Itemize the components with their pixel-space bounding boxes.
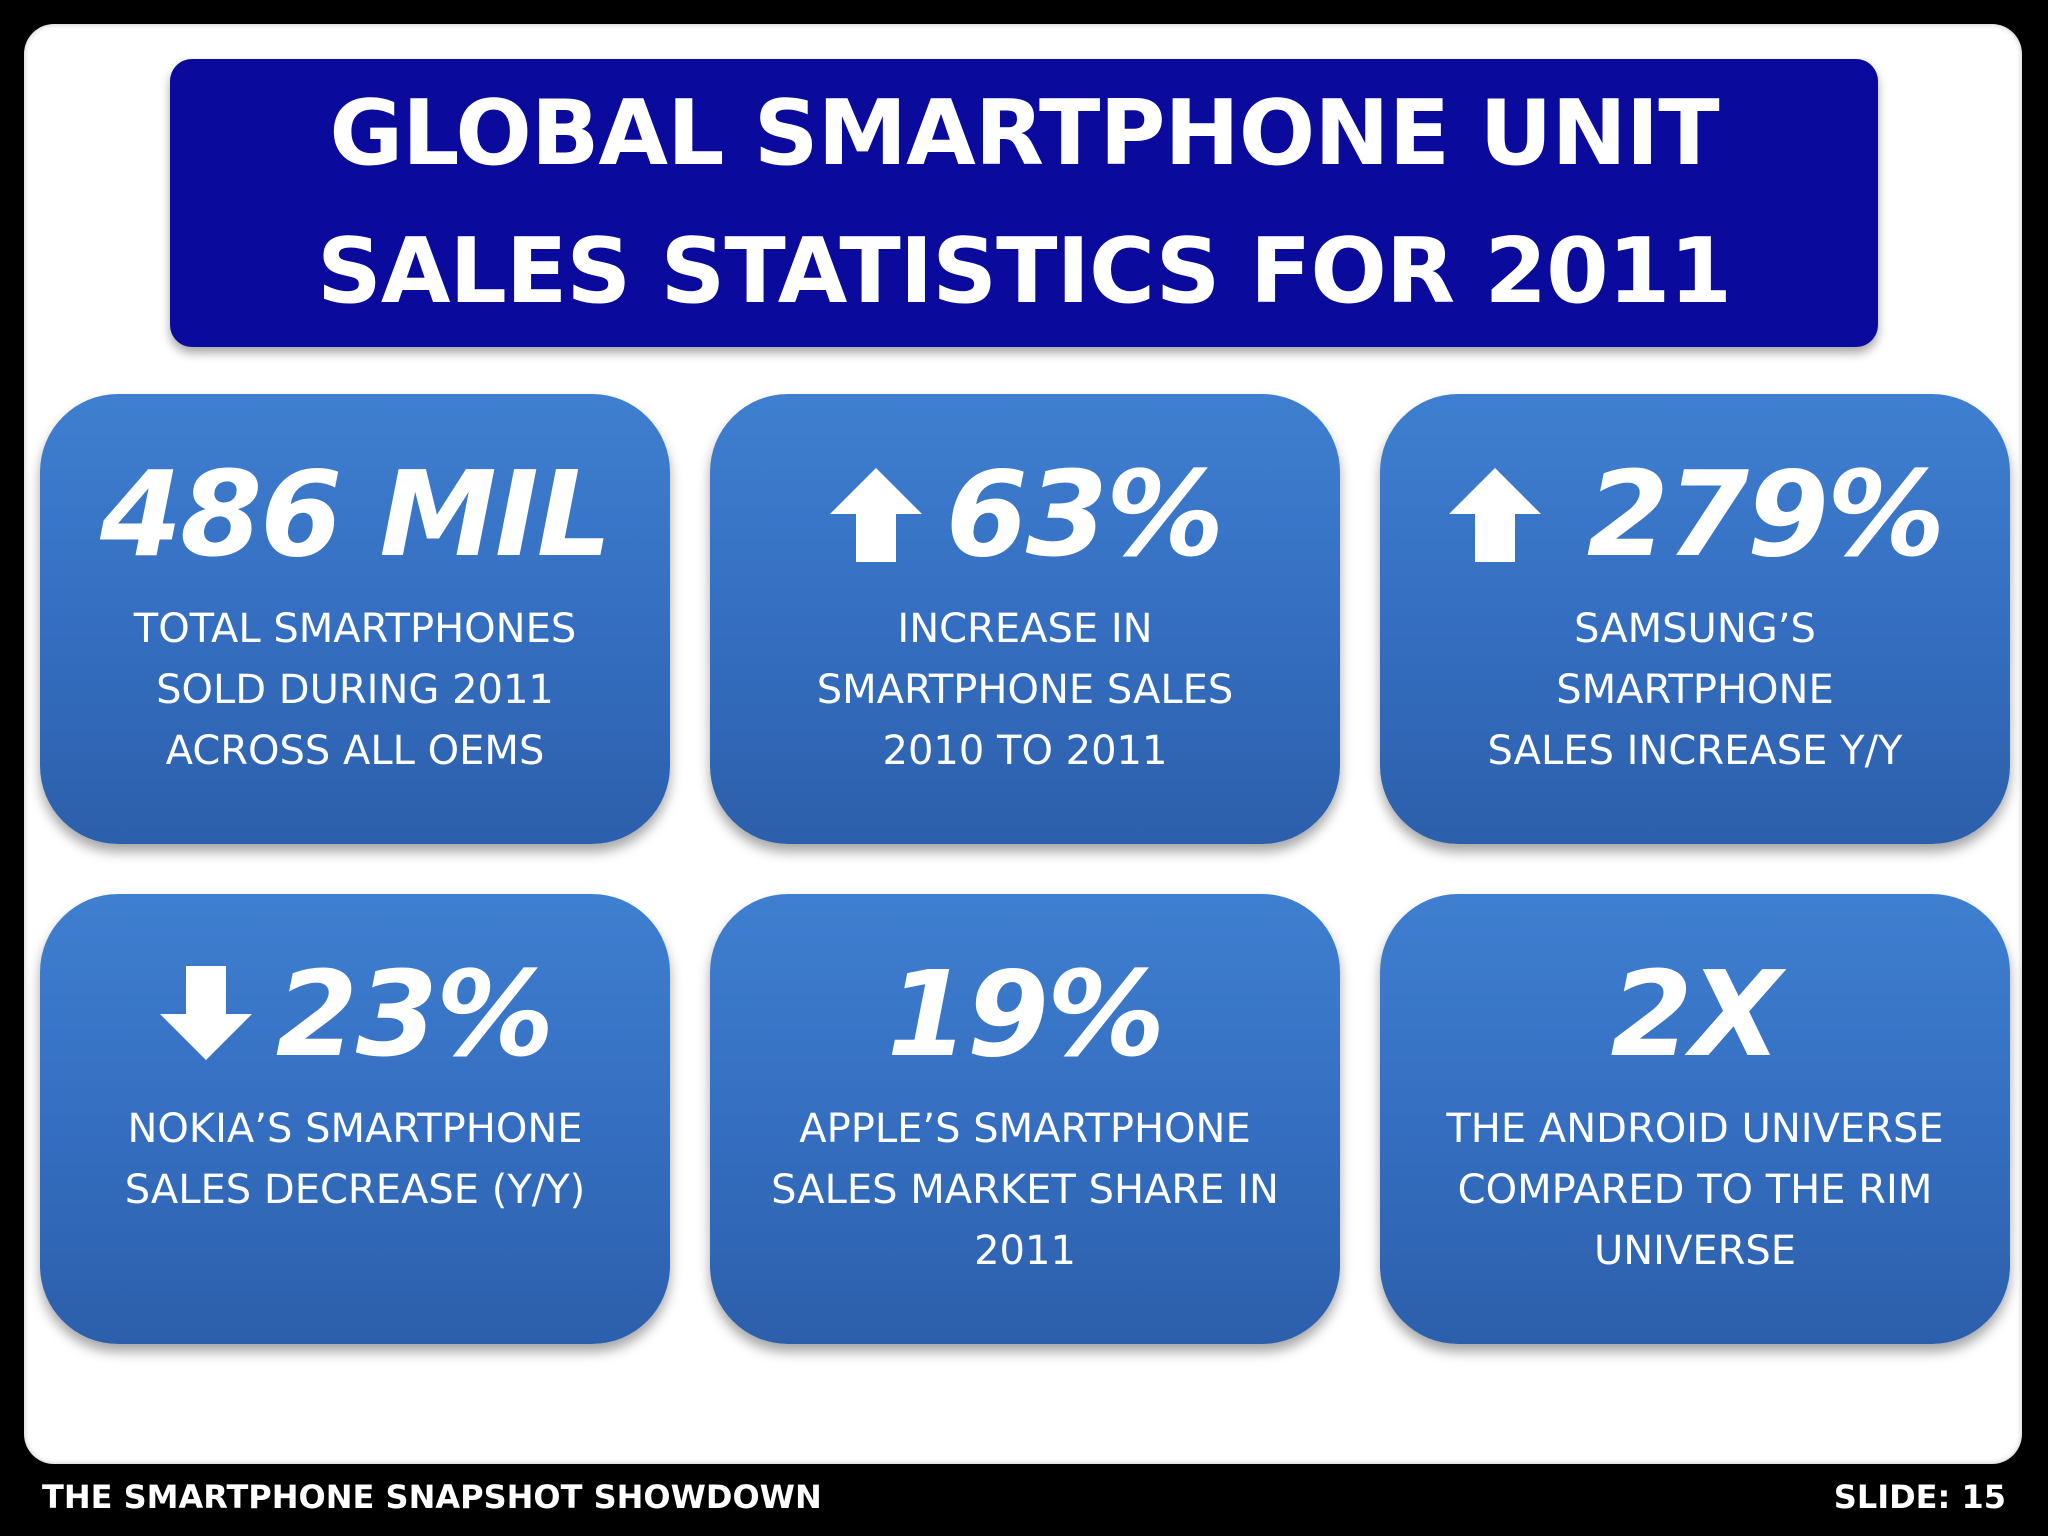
stat-description-line: 2010 TO 2011 <box>882 728 1168 774</box>
arrow-up-icon <box>828 464 924 564</box>
stat-card-nokia: 23% NOKIA’S SMARTPHONE SALES DECREASE (Y… <box>40 894 670 1344</box>
stat-card-sales-increase: 63% INCREASE IN SMARTPHONE SALES 2010 TO… <box>710 394 1340 844</box>
stat-description: APPLE’S SMARTPHONE SALES MARKET SHARE IN… <box>730 1099 1320 1282</box>
stat-description: INCREASE IN SMARTPHONE SALES 2010 TO 201… <box>730 599 1320 782</box>
stat-description-line: APPLE’S SMARTPHONE <box>799 1106 1251 1152</box>
stat-value: 19% <box>710 945 1340 1083</box>
title-line-2: SALES STATISTICS FOR 2011 <box>317 219 1732 324</box>
stat-description-line: UNIVERSE <box>1593 1228 1797 1274</box>
stat-value-text: 2X <box>1610 945 1781 1083</box>
stat-description-line: SAMSUNG’S <box>1574 606 1816 652</box>
stat-value: 63% <box>710 445 1340 583</box>
stat-description-line: 2011 <box>974 1228 1076 1274</box>
stat-card-android: 2X THE ANDROID UNIVERSE COMPARED TO THE … <box>1380 894 2010 1344</box>
stat-description: TOTAL SMARTPHONES SOLD DURING 2011 ACROS… <box>60 599 650 782</box>
stat-value: 279% <box>1380 445 2010 583</box>
stat-value-text: 23% <box>275 945 554 1083</box>
stat-value-text: 63% <box>945 445 1224 583</box>
stat-description-line: THE ANDROID UNIVERSE <box>1446 1106 1944 1152</box>
title-banner: GLOBAL SMARTPHONE UNIT SALES STATISTICS … <box>170 59 1878 347</box>
arrow-down-icon <box>158 964 254 1064</box>
stat-description: THE ANDROID UNIVERSE COMPARED TO THE RIM… <box>1400 1099 1990 1282</box>
arrow-up-icon <box>1447 464 1543 564</box>
stat-description-line: SMARTPHONE SALES <box>816 667 1234 713</box>
stat-card-apple: 19% APPLE’S SMARTPHONE SALES MARKET SHAR… <box>710 894 1340 1344</box>
footer-bar: THE SMARTPHONE SNAPSHOT SHOWDOWN SLIDE: … <box>0 1464 2048 1536</box>
stat-description-line: SMARTPHONE <box>1556 667 1834 713</box>
stat-value: 486 MIL <box>40 445 670 583</box>
stat-description-line: COMPARED TO THE RIM <box>1457 1167 1933 1213</box>
stat-description-line: ACROSS ALL OEMS <box>165 728 545 774</box>
stat-description: NOKIA’S SMARTPHONE SALES DECREASE (Y/Y) <box>60 1099 650 1221</box>
stat-value: 23% <box>40 945 670 1083</box>
stat-description-line: SALES INCREASE Y/Y <box>1487 728 1903 774</box>
footer-slide-number: SLIDE: 15 <box>1833 1478 2006 1516</box>
stat-description: SAMSUNG’S SMARTPHONE SALES INCREASE Y/Y <box>1400 599 1990 782</box>
stat-card-samsung: 279% SAMSUNG’S SMARTPHONE SALES INCREASE… <box>1380 394 2010 844</box>
title-line-1: GLOBAL SMARTPHONE UNIT <box>329 81 1719 186</box>
stat-description-line: SALES MARKET SHARE IN <box>771 1167 1279 1213</box>
footer-presentation-title: THE SMARTPHONE SNAPSHOT SHOWDOWN <box>42 1478 822 1516</box>
stat-value-text: 279% <box>1586 445 1946 583</box>
stat-description-line: NOKIA’S SMARTPHONE <box>127 1106 583 1152</box>
stat-description-line: SALES DECREASE (Y/Y) <box>124 1167 586 1213</box>
stat-description-line: TOTAL SMARTPHONES <box>133 606 577 652</box>
stat-description-line: SOLD DURING 2011 <box>156 667 554 713</box>
stat-value-text: 19% <box>886 945 1165 1083</box>
stat-value: 2X <box>1380 945 2010 1083</box>
stat-description-line: INCREASE IN <box>897 606 1153 652</box>
stat-card-total-smartphones: 486 MIL TOTAL SMARTPHONES SOLD DURING 20… <box>40 394 670 844</box>
stat-value-text: 486 MIL <box>100 445 612 583</box>
